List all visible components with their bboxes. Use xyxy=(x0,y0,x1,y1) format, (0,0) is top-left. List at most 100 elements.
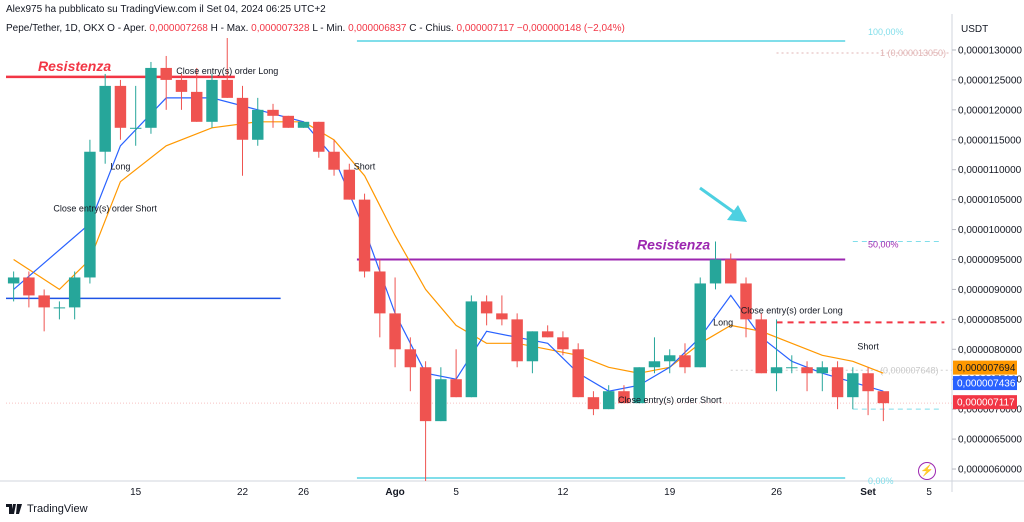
candle-body xyxy=(618,391,630,404)
candle-body xyxy=(99,85,111,152)
candle-body xyxy=(480,301,493,314)
candle-body xyxy=(465,301,478,398)
candle-body xyxy=(252,109,264,140)
candle-body xyxy=(236,97,249,140)
ema-fast-line xyxy=(13,97,884,392)
y-tick-label: 0,0000120000 xyxy=(958,105,1022,116)
candle-body xyxy=(496,313,508,320)
candle-body xyxy=(740,283,752,320)
candle-body xyxy=(801,367,813,374)
x-tick-label: 5 xyxy=(453,487,459,498)
ohlc-value: 0,000006837 xyxy=(348,23,410,34)
y-tick-label: 0,0000095000 xyxy=(958,255,1022,266)
signal-label: Close entry(s) order Short xyxy=(618,395,722,405)
candle-body xyxy=(770,367,783,374)
candle-body xyxy=(267,109,279,116)
candle-body xyxy=(725,259,737,284)
candle-body xyxy=(816,367,829,374)
symbol-name: Pepe/Tether, 1D, OKX xyxy=(6,23,105,34)
price-badge-label: 0,000007436 xyxy=(957,379,1016,390)
candle-body xyxy=(145,67,157,128)
candle-body xyxy=(374,271,386,314)
candle-body xyxy=(694,283,706,368)
candle-body xyxy=(68,277,81,308)
y-tick-label: 0,0000080000 xyxy=(958,345,1022,356)
y-tick-label: 0,0000105000 xyxy=(958,195,1022,206)
candle-body xyxy=(664,355,676,362)
candle-body xyxy=(389,313,401,350)
candle-body xyxy=(53,307,66,309)
ohlc-value: 0,000007117 xyxy=(456,23,517,34)
candle-body xyxy=(602,391,615,410)
x-tick-label: 22 xyxy=(237,487,249,498)
candle-body xyxy=(23,277,35,296)
y-tick-label: 0,0000065000 xyxy=(958,435,1022,446)
candle-body xyxy=(7,277,20,284)
candle-body xyxy=(755,319,767,374)
candle-body xyxy=(358,199,371,272)
x-tick-label: 12 xyxy=(557,487,569,498)
candle-body xyxy=(450,379,462,398)
candle-body xyxy=(160,67,172,80)
signal-label: Long xyxy=(110,162,130,172)
callout-arrow-head xyxy=(727,205,747,222)
signal-label: Close entry(s) order Short xyxy=(53,204,157,214)
candle-body xyxy=(175,79,188,92)
ohlc-value: 0,000007268 xyxy=(149,23,211,34)
price-badge-bg xyxy=(953,376,1017,391)
candle-body xyxy=(221,79,233,98)
candle-body xyxy=(862,373,874,392)
signal-label: Long xyxy=(713,317,733,327)
axis-unit: USDT xyxy=(961,24,989,35)
ohlc-value: 0,000007328 xyxy=(251,23,313,34)
y-tick-label: 0,0000130000 xyxy=(958,45,1022,56)
ohlc-key: L - Min. xyxy=(312,23,349,34)
fib-100-label: 100,00% xyxy=(868,27,904,37)
candle-body xyxy=(191,91,203,122)
candle-body xyxy=(587,397,600,410)
candle-body xyxy=(877,391,890,404)
candle-body xyxy=(84,151,96,278)
ohlc-key: H - Max. xyxy=(210,23,252,34)
fib-ref-label: (0,000007648) xyxy=(880,365,939,375)
x-tick-label: 26 xyxy=(298,487,310,498)
candle-body xyxy=(38,295,50,308)
candle-body xyxy=(419,367,432,422)
fib-50-label: 50,00% xyxy=(868,240,899,250)
x-tick-label: 5 xyxy=(926,487,932,498)
ohlc-key: O - Aper. xyxy=(107,23,150,34)
y-tick-label: 0,0000085000 xyxy=(958,315,1022,326)
signal-label: Short xyxy=(354,162,376,172)
publisher-line: Alex975 ha pubblicato su TradingView.com… xyxy=(6,4,326,15)
flash-icon[interactable]: ⚡ xyxy=(918,462,936,480)
x-tick-label: Ago xyxy=(385,487,404,498)
candle-body xyxy=(847,373,859,398)
candle-body xyxy=(343,169,356,200)
fib-0-label: 0,00% xyxy=(868,476,894,486)
y-tick-label: 0,0000090000 xyxy=(958,285,1022,296)
candle-body xyxy=(786,367,798,369)
candle-body xyxy=(831,367,844,398)
candle-body xyxy=(313,121,325,152)
y-tick-label: 0,0000115000 xyxy=(958,135,1022,146)
candle-body xyxy=(206,79,218,122)
candle-body xyxy=(114,85,127,128)
candle-body xyxy=(541,331,554,338)
ohlc-key: C - Chius. xyxy=(409,23,457,34)
candle-body xyxy=(511,319,523,362)
x-tick-label: Set xyxy=(860,487,876,498)
signal-label: Close entry(s) order Long xyxy=(741,305,843,315)
candle-body xyxy=(557,337,569,350)
footer: TradingView xyxy=(6,503,88,515)
resistance-2-label: Resistenza xyxy=(637,237,710,253)
price-badge-label: 0,000007117 xyxy=(957,398,1015,409)
signal-label: Close entry(s) order Long xyxy=(176,66,278,76)
y-tick-label: 0,0000060000 xyxy=(958,465,1022,476)
candle-body xyxy=(709,259,722,284)
y-tick-label: 0,0000125000 xyxy=(958,75,1022,86)
candle-body xyxy=(282,115,294,128)
candle-body xyxy=(404,349,417,368)
y-tick-label: 0,0000070000 xyxy=(958,405,1022,416)
ohlc-values: O - Aper. 0,000007268 H - Max. 0,0000073… xyxy=(107,23,625,34)
